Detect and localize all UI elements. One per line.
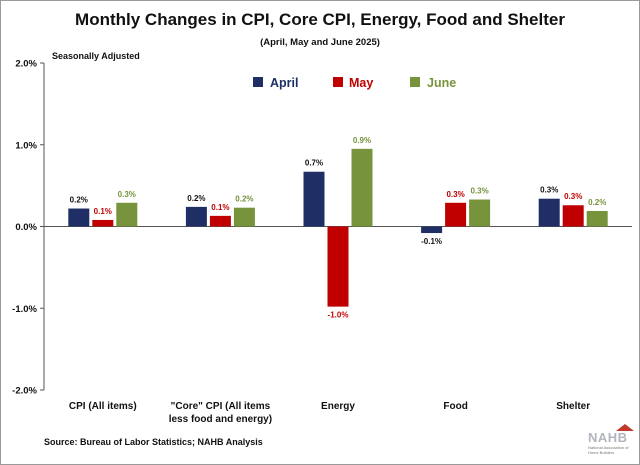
bar-june xyxy=(586,210,608,227)
bar-april xyxy=(303,171,325,227)
data-label: 0.7% xyxy=(305,159,323,168)
legend-label: June xyxy=(427,76,456,90)
source-note: Source: Bureau of Labor Statistics; NAHB… xyxy=(44,437,263,447)
category-label: Shelter xyxy=(556,401,590,412)
data-label: 0.2% xyxy=(70,196,88,205)
bar-may xyxy=(209,215,231,227)
bar-april xyxy=(421,226,443,234)
logo-subtext: National Association of Home Builders xyxy=(588,445,629,455)
category-label: Food xyxy=(443,401,467,412)
legend-label: April xyxy=(270,76,298,90)
y-tick-label: 2.0% xyxy=(15,59,37,70)
data-label: 0.9% xyxy=(353,136,371,145)
bar-may xyxy=(445,202,467,227)
bar-june xyxy=(116,202,138,227)
category-label: less food and energy) xyxy=(169,414,272,425)
legend-label: May xyxy=(349,76,373,90)
bar-april xyxy=(68,208,90,227)
nahb-logo: NAHB National Association of Home Builde… xyxy=(586,424,636,462)
legend-swatch xyxy=(253,77,263,87)
data-label: -1.0% xyxy=(328,311,349,320)
seasonally-adjusted-note: Seasonally Adjusted xyxy=(52,51,140,61)
y-tick-label: 0.0% xyxy=(15,222,37,233)
category-label: Energy xyxy=(321,401,355,412)
data-label: 0.2% xyxy=(187,194,205,203)
y-tick-label: -2.0% xyxy=(12,386,37,397)
logo-text: NAHB xyxy=(588,430,628,445)
data-label: 0.2% xyxy=(588,198,606,207)
bar-june xyxy=(351,148,373,227)
legend-swatch xyxy=(410,77,420,87)
bar-april xyxy=(538,198,560,227)
category-label: "Core" CPI (All items xyxy=(171,401,271,412)
data-label: 0.3% xyxy=(446,190,464,199)
chart-title: Monthly Changes in CPI, Core CPI, Energy… xyxy=(75,10,565,29)
category-label: CPI (All items) xyxy=(69,401,137,412)
data-label: 0.3% xyxy=(118,190,136,199)
bar-may xyxy=(562,205,584,227)
bar-may xyxy=(327,226,349,307)
bar-april xyxy=(185,206,207,227)
chart-subtitle: (April, May and June 2025) xyxy=(260,37,380,48)
data-label: 0.3% xyxy=(540,186,558,195)
bar-may xyxy=(92,219,114,227)
y-tick-label: 1.0% xyxy=(15,140,37,151)
y-tick-label: -1.0% xyxy=(12,304,37,315)
legend-swatch xyxy=(333,77,343,87)
data-label: 0.1% xyxy=(211,203,229,212)
bar-june xyxy=(469,199,491,227)
data-label: 0.3% xyxy=(470,187,488,196)
data-label: 0.2% xyxy=(235,195,253,204)
logo-roof-icon xyxy=(616,424,634,431)
data-label: -0.1% xyxy=(421,237,442,246)
bar-june xyxy=(233,207,255,227)
data-label: 0.1% xyxy=(94,207,112,216)
data-label: 0.3% xyxy=(564,192,582,201)
